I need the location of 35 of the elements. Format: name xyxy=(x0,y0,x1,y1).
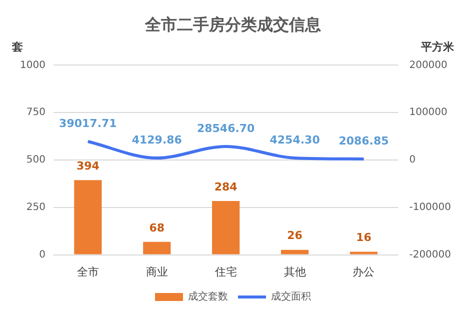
y2-tick-label: 100000 xyxy=(409,107,448,118)
x-tick-label: 全市 xyxy=(76,265,99,278)
y-tick-label: 1000 xyxy=(20,60,46,71)
y2-tick-label: 0 xyxy=(409,154,416,166)
data-label: 284 xyxy=(214,180,238,194)
data-label: 4254.30 xyxy=(270,133,320,146)
legend-label: 成交套数 xyxy=(188,290,228,303)
x-tick-label: 其他 xyxy=(284,265,306,278)
legend-label: 成交面积 xyxy=(271,290,311,303)
data-label: 68 xyxy=(149,221,165,234)
data-label: 2086.85 xyxy=(338,134,389,148)
data-label: 394 xyxy=(76,159,100,172)
bar xyxy=(280,250,309,254)
x-tick-label: 商业 xyxy=(146,265,168,278)
y-tick-label: 500 xyxy=(26,154,46,166)
data-label: 28546.70 xyxy=(196,122,256,135)
y2-axis-title: 平方米 xyxy=(420,40,455,54)
y2-tick-label: -100000 xyxy=(409,202,452,213)
data-label: 16 xyxy=(356,231,372,244)
bar xyxy=(350,252,378,254)
y-tick-label: 250 xyxy=(26,202,46,213)
data-label: 4129.86 xyxy=(132,133,182,146)
chart-title: 全市二手房分类成交信息 xyxy=(144,14,322,34)
bar xyxy=(143,242,171,254)
bar xyxy=(212,200,240,254)
bar xyxy=(74,180,102,254)
data-label: 39017.71 xyxy=(59,116,117,130)
y-axis-title: 套 xyxy=(11,40,23,54)
data-label: 26 xyxy=(287,229,303,242)
y-tick-label: 0 xyxy=(39,249,46,260)
y2-tick-label: 200000 xyxy=(409,60,448,71)
x-tick-label: 办公 xyxy=(352,265,375,278)
x-tick-label: 住宅 xyxy=(214,265,237,278)
y2-tick-label: -200000 xyxy=(409,249,452,260)
y-tick-label: 750 xyxy=(26,107,46,118)
